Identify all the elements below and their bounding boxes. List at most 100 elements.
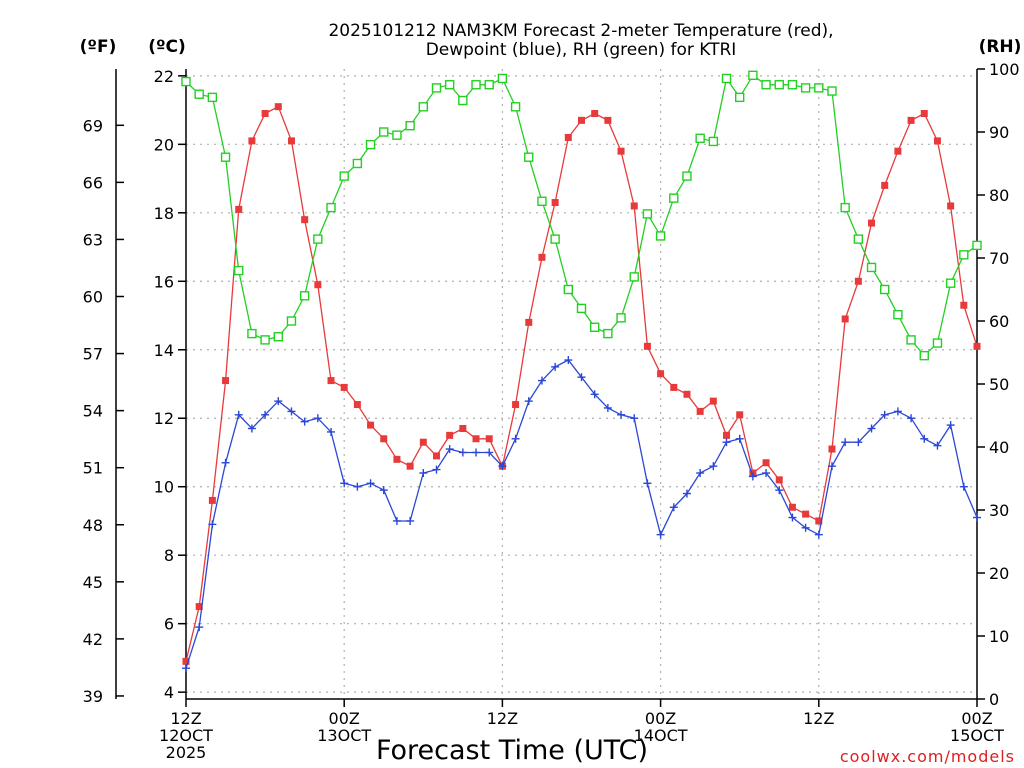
celsius-tick-label: 18 xyxy=(154,204,174,223)
temperature-point xyxy=(446,431,454,439)
temperature-point xyxy=(709,397,717,405)
rh-point xyxy=(563,284,574,295)
celsius-tick-label: 20 xyxy=(154,135,174,154)
fahrenheit-tick-label: 69 xyxy=(83,116,103,135)
celsius-tick-label: 22 xyxy=(154,67,174,86)
dewpoint-point xyxy=(274,397,283,406)
dewpoint-point xyxy=(854,438,863,447)
temperature-point xyxy=(775,476,783,484)
rh-point xyxy=(972,240,982,251)
dewpoint-point xyxy=(234,410,243,419)
dewpoint-point xyxy=(867,424,876,433)
dewpoint-point xyxy=(511,434,520,443)
rh-point xyxy=(418,102,428,112)
temperature-point xyxy=(591,110,599,118)
dewpoint-point xyxy=(261,410,270,419)
grid-lines xyxy=(186,69,977,699)
dewpoint-point xyxy=(366,479,375,488)
rh-point xyxy=(787,80,798,90)
rh-point xyxy=(932,338,943,348)
rh-point xyxy=(959,250,969,260)
rh-point xyxy=(642,209,653,219)
rh-point xyxy=(510,102,521,112)
temperature-point xyxy=(604,116,612,124)
rh-point xyxy=(313,234,323,244)
x-tick-label: 15OCT xyxy=(950,726,1004,745)
celsius-tick-label: 14 xyxy=(154,341,174,360)
dewpoint-point xyxy=(287,407,296,416)
temperature-point xyxy=(208,496,216,504)
rh-point xyxy=(273,332,283,342)
dewpoint-point xyxy=(590,390,599,399)
temperature-point xyxy=(696,407,704,415)
celsius-tick-label: 10 xyxy=(154,478,174,497)
dewpoint-point xyxy=(933,441,942,450)
dewpoint-point xyxy=(880,410,889,419)
rh-point xyxy=(392,130,402,140)
fahrenheit-tick-label: 66 xyxy=(83,173,103,192)
rh-point xyxy=(800,83,811,93)
dewpoint-point xyxy=(682,489,691,498)
temperature-series xyxy=(182,103,981,665)
temperature-point xyxy=(340,383,348,391)
temperature-point xyxy=(854,277,862,285)
temperature-point xyxy=(393,455,401,463)
dewpoint-point xyxy=(472,448,481,457)
dewpoint-point xyxy=(419,469,428,478)
dewpoint-point xyxy=(353,482,362,491)
temperature-point xyxy=(670,383,678,391)
fahrenheit-tick-label: 57 xyxy=(83,345,103,364)
rh-tick-label: 80 xyxy=(989,186,1009,205)
temperature-point xyxy=(868,219,876,227)
temperature-point xyxy=(419,438,427,446)
rh-point xyxy=(431,83,442,93)
rh-point xyxy=(655,231,666,241)
temperature-point xyxy=(920,110,928,118)
dewpoint-point xyxy=(907,414,916,423)
temperature-point xyxy=(736,411,744,419)
rh-point xyxy=(866,262,877,273)
rh-point xyxy=(405,120,415,131)
x-tick-label: 12Z xyxy=(170,709,201,728)
dewpoint-point xyxy=(551,362,560,371)
temperature-point xyxy=(538,253,546,261)
x-tick-label: 13OCT xyxy=(317,726,371,745)
temperature-point xyxy=(578,116,585,124)
rh-point xyxy=(194,89,204,99)
dewpoint-point xyxy=(630,414,639,423)
rh-tick-label: 30 xyxy=(989,501,1009,520)
dewpoint-point xyxy=(247,424,256,433)
celsius-tick-label: 12 xyxy=(154,409,174,428)
rh-point xyxy=(299,291,310,301)
rh-point xyxy=(906,335,916,345)
rh-point xyxy=(827,86,837,96)
temperature-point xyxy=(301,216,309,224)
rh-point xyxy=(247,328,257,339)
dewpoint-point xyxy=(537,376,546,385)
dewpoint-point xyxy=(577,373,586,382)
dewpoint-point xyxy=(709,462,718,471)
temperature-point xyxy=(195,603,203,611)
fahrenheit-tick-label: 51 xyxy=(83,459,103,478)
rh-tick-label: 100 xyxy=(989,60,1020,79)
temperature-point xyxy=(367,421,375,429)
fahrenheit-tick-label: 54 xyxy=(83,402,103,421)
temperature-point xyxy=(657,370,665,378)
rh-point xyxy=(458,95,468,106)
rh-tick-label: 0 xyxy=(989,690,999,709)
temperature-point xyxy=(841,315,849,323)
dewpoint-point xyxy=(524,397,533,406)
dewpoint-point xyxy=(696,469,705,478)
rh-point xyxy=(853,234,864,244)
temperature-point xyxy=(973,342,981,350)
celsius-tick-label: 16 xyxy=(154,272,174,291)
celsius-tick-label: 4 xyxy=(164,683,174,702)
fahrenheit-tick-label: 39 xyxy=(83,687,103,706)
rh-tick-label: 20 xyxy=(989,564,1009,583)
dewpoint-point xyxy=(973,513,981,522)
temperature-point xyxy=(617,147,625,155)
dewpoint-point xyxy=(748,472,757,481)
axes: 4 6 8 10 12 14 16 18 20 22 39 42 45 48 51 54 57 60 63 66 69 0… xyxy=(83,60,1020,762)
rh-point xyxy=(550,234,560,244)
rh-point xyxy=(695,133,705,144)
